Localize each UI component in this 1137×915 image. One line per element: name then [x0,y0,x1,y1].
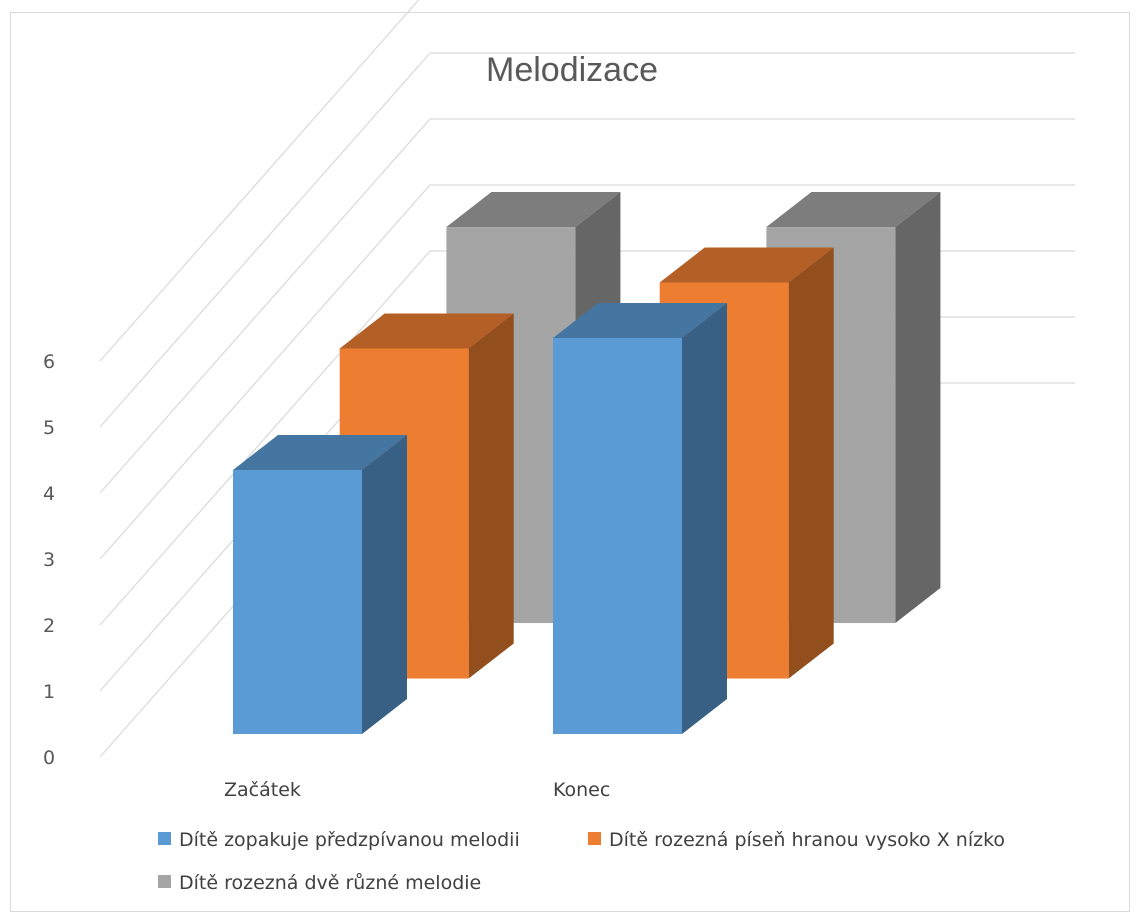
legend-swatch [158,832,171,845]
gridline-side [99,52,431,428]
bar [233,435,407,734]
x-category-label: Začátek [224,779,301,801]
gridline-side [99,250,431,626]
gridline-side [99,0,420,362]
y-tick-label: 5 [43,417,55,439]
legend-swatch [588,832,601,845]
y-tick-label: 6 [43,351,55,373]
gridline-side [99,184,431,560]
bars [233,192,941,734]
legend-entry: Dítě rozezná píseň hranou vysoko X nízko [588,829,1005,851]
legend-entry: Dítě rozezná dvě různé melodie [158,872,481,894]
legend-entry: Dítě zopakuje předzpívanou melodii [158,829,520,851]
y-tick-label: 1 [43,681,55,703]
legend-label: Dítě rozezná píseň hranou vysoko X nízko [609,829,1005,851]
legend-label: Dítě zopakuje předzpívanou melodii [179,829,520,851]
legend: Dítě zopakuje předzpívanou melodii Dítě r… [158,829,1005,894]
legend-swatch [158,875,171,888]
legend-label: Dítě rozezná dvě různé melodie [179,872,481,894]
y-tick-label: 4 [43,483,55,505]
y-tick-label: 2 [43,615,55,637]
y-tick-label: 0 [43,747,55,769]
y-axis: 0 1 2 3 4 5 6 [43,351,55,769]
x-category-label: Konec [553,779,610,801]
gridline-side [99,118,431,494]
bar [553,303,727,734]
x-axis: Začátek Konec [224,779,610,801]
y-tick-label: 3 [43,549,55,571]
chart-title: Melodizace [486,51,658,89]
